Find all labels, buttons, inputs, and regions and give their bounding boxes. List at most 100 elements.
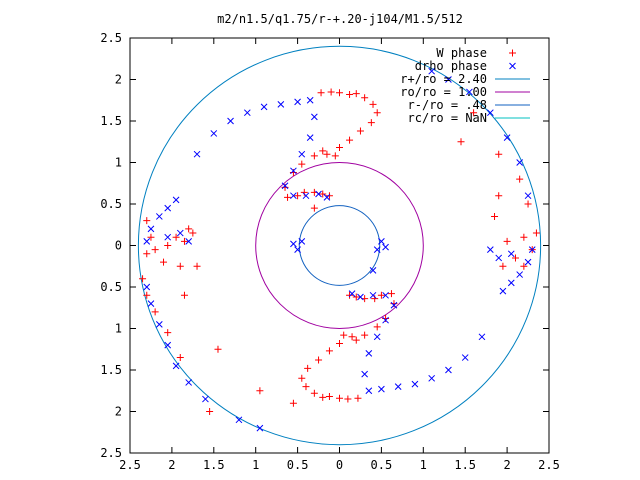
point	[298, 150, 306, 158]
point	[151, 246, 159, 254]
point	[235, 416, 243, 424]
point	[193, 262, 201, 270]
reference-circles	[137, 45, 542, 446]
point	[304, 364, 312, 372]
point	[457, 138, 465, 146]
x-tick-label: 1.5	[203, 458, 225, 472]
point	[336, 339, 343, 347]
point	[428, 67, 436, 75]
point	[143, 291, 151, 299]
data-points	[139, 67, 540, 432]
point	[461, 354, 469, 361]
point	[369, 291, 377, 299]
point	[325, 192, 333, 200]
point	[310, 204, 318, 212]
point	[524, 200, 532, 208]
circle-2	[298, 205, 381, 286]
y-tick-label: 0	[115, 239, 122, 253]
point	[478, 333, 486, 341]
point	[470, 109, 478, 117]
point	[206, 408, 214, 415]
point	[336, 394, 343, 402]
point	[327, 88, 335, 96]
x-tick-label: 2.5	[538, 458, 560, 472]
point	[185, 379, 193, 386]
point	[310, 152, 318, 160]
series-0	[139, 88, 540, 415]
point	[524, 258, 532, 266]
x-tick-label: 0.5	[371, 458, 393, 472]
x-tick-label: 2	[503, 458, 510, 472]
point	[507, 279, 515, 287]
point	[382, 243, 389, 251]
legend-label-1: drho phase	[415, 59, 487, 73]
chart-title: m2/n1.5/q1.75/r-+.20-j104/M1.5/512	[217, 12, 463, 26]
point	[310, 389, 318, 397]
point	[356, 127, 364, 135]
y-tick-label: 2	[115, 73, 122, 87]
point	[491, 212, 499, 220]
y-tick-label: 0.5	[100, 197, 122, 211]
x-tick-label: 1.5	[454, 458, 476, 472]
point	[357, 293, 364, 301]
point	[511, 254, 519, 262]
point	[155, 320, 163, 328]
x-tick-label: 1	[252, 458, 259, 472]
point	[180, 291, 188, 299]
point	[373, 246, 381, 254]
y-tick-label: 2.5	[100, 31, 122, 45]
point	[256, 424, 264, 432]
point	[290, 240, 297, 248]
point	[340, 331, 348, 339]
point	[361, 94, 369, 102]
point	[348, 290, 356, 297]
point	[348, 333, 356, 341]
x-tick-label: 1	[420, 458, 427, 472]
point	[151, 308, 159, 316]
point	[445, 366, 452, 374]
point	[139, 275, 147, 283]
point	[336, 144, 343, 152]
point	[411, 380, 419, 388]
point	[302, 383, 310, 391]
point	[298, 237, 306, 245]
y-tick-label: 1	[115, 156, 122, 170]
point	[361, 331, 369, 339]
point	[256, 387, 264, 395]
point	[306, 134, 314, 141]
point	[495, 254, 503, 262]
point	[325, 347, 333, 355]
point	[172, 196, 180, 204]
point	[260, 103, 268, 111]
circle-1	[255, 162, 424, 329]
x-tick-label: 2.5	[119, 458, 141, 472]
x-tick-label: 2	[168, 458, 175, 472]
point	[352, 293, 360, 301]
point	[325, 393, 333, 401]
point	[164, 242, 172, 249]
point	[143, 283, 151, 291]
point	[180, 237, 188, 245]
point	[352, 336, 360, 344]
point	[311, 113, 318, 121]
y-tick-label: 1.5	[100, 363, 122, 377]
point	[373, 333, 381, 341]
axis-ticks: 2.5 2 1.5 1 0.5 0 0.5 1 1.5 2 2.52.521.510.500.511…	[100, 31, 560, 472]
point	[143, 250, 151, 258]
point	[520, 233, 528, 241]
y-tick-label: 2.5	[100, 446, 122, 460]
point	[516, 175, 524, 183]
point	[172, 362, 180, 370]
point	[367, 119, 375, 127]
point	[143, 217, 151, 225]
point	[466, 88, 473, 96]
point	[306, 96, 314, 104]
point	[315, 190, 322, 198]
point	[294, 98, 301, 106]
point	[503, 134, 511, 141]
point	[281, 182, 289, 190]
legend-label-5: rc/ro = NaN	[408, 111, 487, 125]
point	[352, 90, 360, 98]
circle-0	[137, 45, 542, 446]
